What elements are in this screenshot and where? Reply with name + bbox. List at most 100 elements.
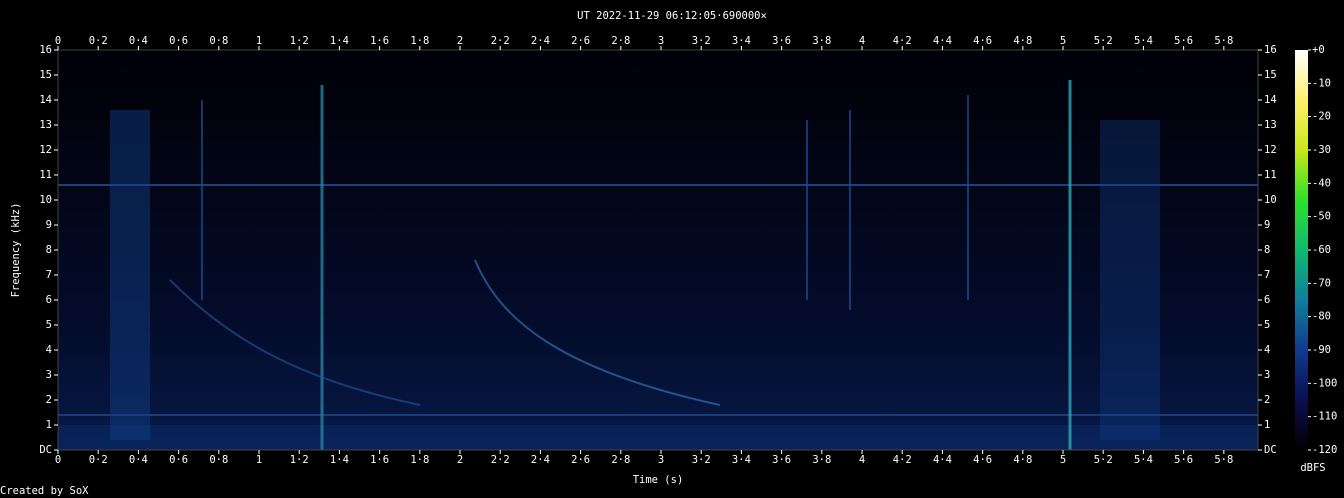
chart-title: UT 2022-11-29 06:12:05·690000× [577,10,767,22]
x-tick-label: 5·4 [1134,454,1153,466]
x-tick-label: 3·2 [692,35,711,47]
x-tick-label: 2·6 [571,454,590,466]
x-tick-label: 5·6 [1174,35,1193,47]
x-tick-label: 3·4 [732,454,751,466]
x-tick-label: 1·8 [410,454,429,466]
x-tick-label: 2 [457,454,463,466]
x-tick-label: 0 [55,454,61,466]
x-tick-label: 1·2 [290,454,309,466]
x-tick-label: 0·2 [89,454,108,466]
colorbar-tick-label: -30 [1312,144,1331,156]
x-tick-label: 1·4 [330,35,349,47]
y-tick-label: 14 [39,94,52,106]
x-tick-label: 1 [256,454,262,466]
x-tick-label: 2·2 [491,454,510,466]
x-tick-label: 5·4 [1134,35,1153,47]
y-tick-label: 12 [39,144,52,156]
x-tick-label: 1·8 [410,35,429,47]
colorbar-tick-label: -100 [1312,377,1337,389]
colorbar-tick-label: -120 [1312,444,1337,456]
x-tick-label: 3 [658,454,664,466]
x-tick-label: 5·2 [1094,454,1113,466]
x-tick-label: 4 [859,454,865,466]
x-tick-label: 5·8 [1214,454,1233,466]
colorbar-tick-label: -110 [1312,411,1337,423]
x-tick-label: 4·6 [973,35,992,47]
x-tick-label: 0·8 [209,454,228,466]
y-tick-label: 5 [46,319,52,331]
colorbar [1295,50,1308,450]
y-tick-label: 6 [1264,294,1270,306]
y-tick-label: 8 [1264,244,1270,256]
x-tick-label: 3·4 [732,35,751,47]
y-tick-label: DC [1264,444,1277,456]
x-tick-label: 4·8 [1013,35,1032,47]
y-tick-label: 10 [39,194,52,206]
y-tick-label: 9 [46,219,52,231]
y-tick-label: 3 [46,369,52,381]
colorbar-tick-label: -80 [1312,311,1331,323]
x-tick-label: 4 [859,35,865,47]
x-tick-label: 3·8 [812,35,831,47]
x-tick-label: 0·6 [169,454,188,466]
x-tick-label: 3·6 [772,35,791,47]
colorbar-tick-label: -60 [1312,244,1331,256]
y-tick-label: 2 [46,394,52,406]
colorbar-tick-label: -90 [1312,344,1331,356]
x-tick-label: 5 [1060,454,1066,466]
y-tick-label: 2 [1264,394,1270,406]
x-tick-label: 2·4 [531,35,550,47]
y-tick-label: 1 [46,419,52,431]
y-tick-label: 3 [1264,369,1270,381]
y-tick-label: 16 [1264,44,1277,56]
x-tick-label: 3 [658,35,664,47]
x-tick-label: 5·2 [1094,35,1113,47]
spectrogram-image [58,50,1258,450]
x-tick-label: 2·6 [571,35,590,47]
footer: Created by SoX [0,485,89,497]
x-tick-label: 1·6 [370,454,389,466]
y-tick-label: 13 [1264,119,1277,131]
y-tick-label: 1 [1264,419,1270,431]
x-tick-label: 1·4 [330,454,349,466]
colorbar-tick-label: -50 [1312,211,1331,223]
y-tick-label: 13 [39,119,52,131]
y-tick-label: 9 [1264,219,1270,231]
y-tick-label: 15 [1264,69,1277,81]
y-tick-label: 7 [1264,269,1270,281]
y-tick-label: 16 [39,44,52,56]
colorbar-label: dBFS [1300,462,1325,474]
x-tick-label: 2·8 [611,454,630,466]
y-tick-label: 10 [1264,194,1277,206]
colorbar-tick-label: -70 [1312,277,1331,289]
x-tick-label: 5 [1060,35,1066,47]
x-tick-label: 0·2 [89,35,108,47]
x-tick-label: 5·8 [1214,35,1233,47]
x-tick-label: 4·4 [933,454,952,466]
y-tick-label: 8 [46,244,52,256]
y-tick-label: 12 [1264,144,1277,156]
x-tick-label: 2·4 [531,454,550,466]
x-tick-label: 1 [256,35,262,47]
y-tick-label: 4 [1264,344,1270,356]
colorbar-tick-label: -10 [1312,77,1331,89]
y-tick-label: 4 [46,344,52,356]
y-tick-label: 5 [1264,319,1270,331]
x-tick-label: 0·8 [209,35,228,47]
x-tick-label: 4·2 [893,35,912,47]
colorbar-tick-label: -20 [1312,111,1331,123]
x-tick-label: 2·2 [491,35,510,47]
y-tick-label: 14 [1264,94,1277,106]
y-tick-label: 6 [46,294,52,306]
x-tick-label: 4·4 [933,35,952,47]
colorbar-tick-label: +0 [1312,44,1325,56]
x-tick-label: 4·8 [1013,454,1032,466]
x-tick-label: 4·6 [973,454,992,466]
x-tick-label: 4·2 [893,454,912,466]
x-axis-label: Time (s) [633,474,684,486]
x-tick-label: 2 [457,35,463,47]
y-tick-label: 7 [46,269,52,281]
y-tick-label: 15 [39,69,52,81]
y-axis-label: Frequency (kHz) [10,203,22,298]
